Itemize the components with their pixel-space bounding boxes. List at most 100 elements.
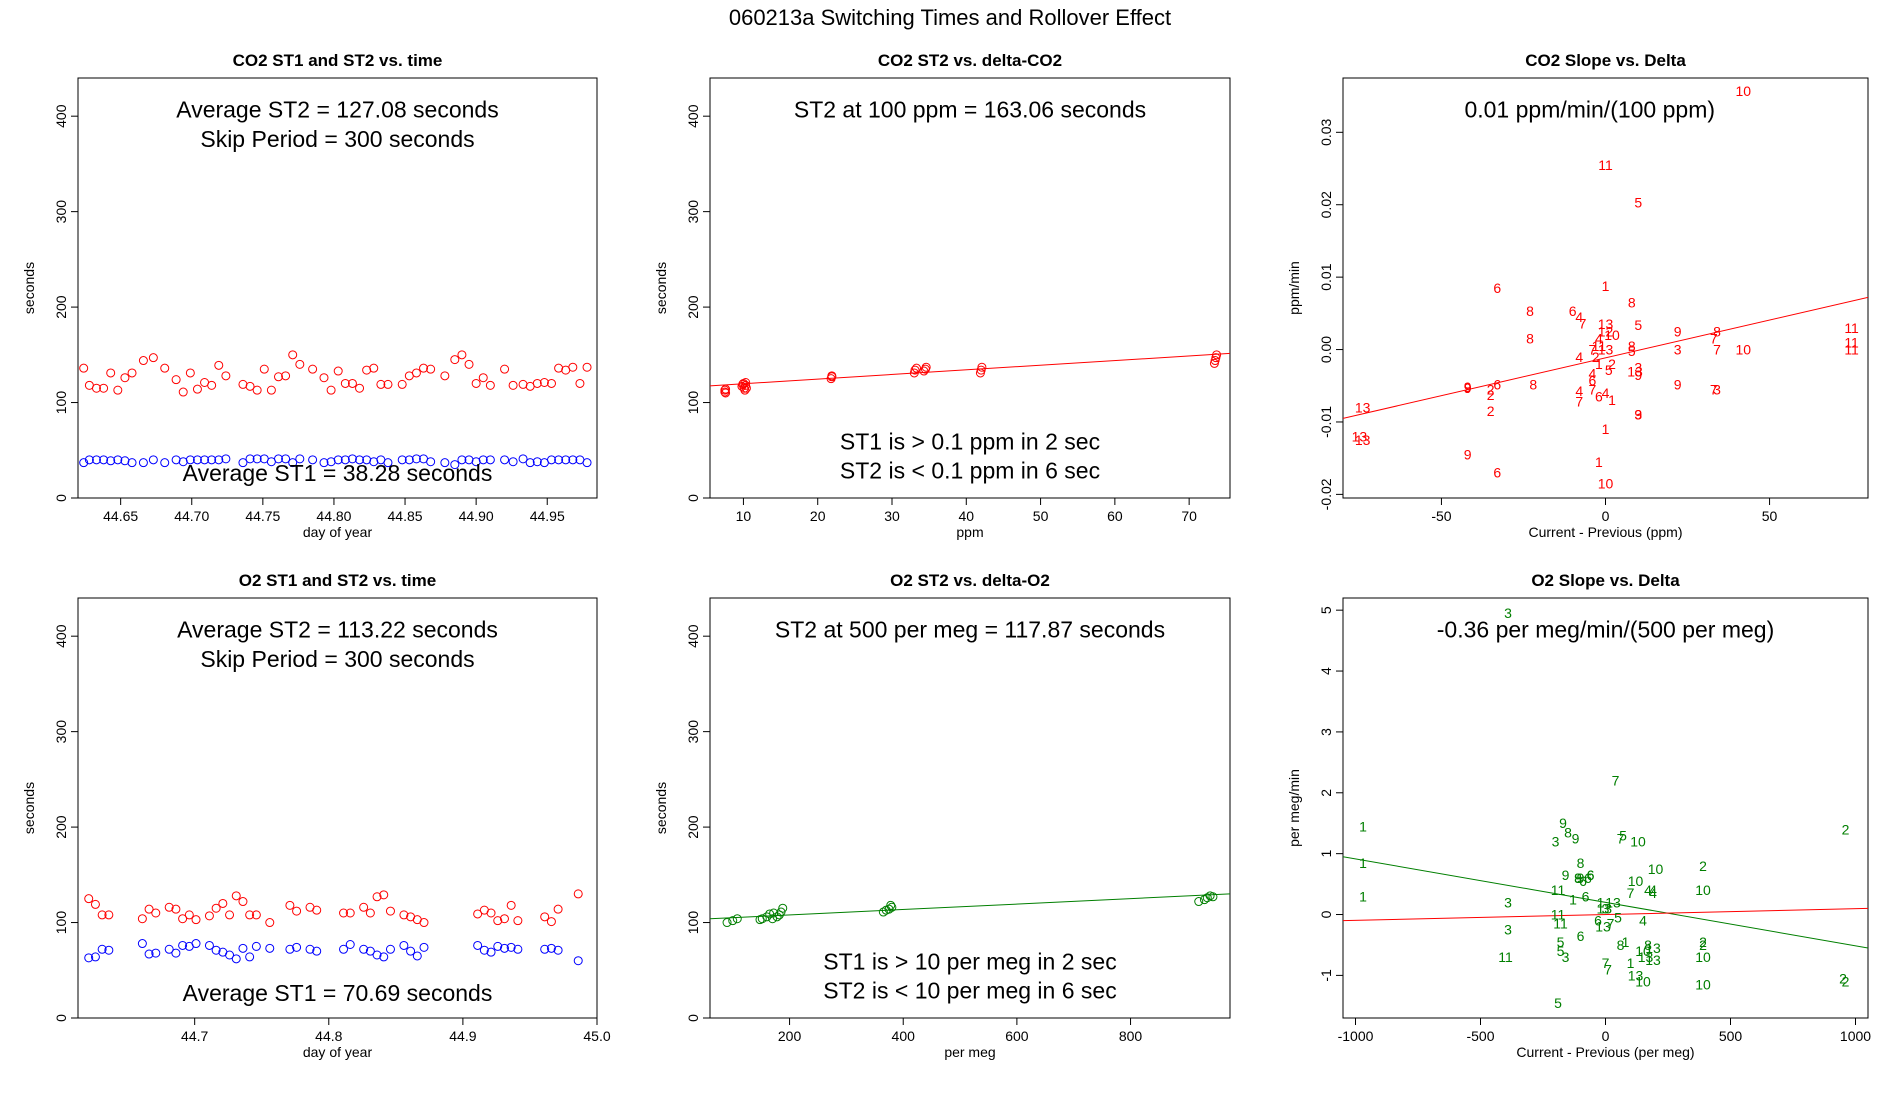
data-point xyxy=(379,890,389,900)
x-tick-label: 0 xyxy=(1602,508,1610,524)
x-tick-label: 60 xyxy=(1107,508,1123,524)
data-point xyxy=(192,384,202,394)
annotation: 0.01 ppm/min/(100 ppm) xyxy=(1464,97,1715,123)
data-label: 9 xyxy=(1674,323,1682,339)
data-point xyxy=(493,941,503,951)
annotation: ST2 is < 10 per meg in 6 sec xyxy=(823,978,1116,1004)
panel-p6: O2 Slope vs. Delta -1000 -500 0 500 1000 -1 0 1 2… xyxy=(1286,571,1871,1060)
data-point xyxy=(120,373,130,383)
y-axis-label: seconds xyxy=(653,782,669,834)
data-point xyxy=(554,363,564,373)
data-point xyxy=(295,454,305,464)
data-label: 8 xyxy=(1564,824,1572,840)
y-tick-label: -1 xyxy=(1318,969,1334,982)
data-label: 5 xyxy=(1628,343,1636,359)
data-point xyxy=(411,454,421,464)
data-point xyxy=(231,891,241,901)
data-point xyxy=(84,894,94,904)
data-point xyxy=(164,944,174,954)
data-label: 9 xyxy=(1562,867,1570,883)
data-point xyxy=(362,365,372,375)
data-label: 9 xyxy=(1464,379,1472,395)
data-label: 2 xyxy=(1487,403,1495,419)
data-label: 10 xyxy=(1695,949,1711,965)
data-point xyxy=(288,458,298,468)
x-axis-label: ppm xyxy=(956,524,983,540)
data-label: 10 xyxy=(1604,327,1620,343)
data-point xyxy=(218,898,228,908)
data-layer xyxy=(84,889,583,966)
panel-title: CO2 ST1 and ST2 vs. time xyxy=(233,51,443,70)
data-label: 6 xyxy=(1579,873,1587,889)
data-label: 9 xyxy=(1577,870,1585,886)
data-point xyxy=(399,940,409,950)
data-point xyxy=(365,908,375,918)
y-tick-label: 0 xyxy=(685,494,701,502)
data-label: 13 xyxy=(1645,940,1661,956)
data-label: 9 xyxy=(1574,870,1582,886)
data-label: 1 xyxy=(1622,934,1630,950)
data-point xyxy=(379,952,389,962)
data-label: 2 xyxy=(1699,937,1707,953)
data-point xyxy=(185,455,195,465)
data-point xyxy=(164,902,174,912)
data-point xyxy=(90,952,100,962)
data-label: 1 xyxy=(1602,278,1610,294)
data-point xyxy=(532,457,542,467)
data-label: 1 xyxy=(1602,421,1610,437)
data-point xyxy=(471,457,481,467)
y-tick-label: 200 xyxy=(53,295,69,319)
data-label: 6 xyxy=(1569,303,1577,319)
data-label: 10 xyxy=(1648,861,1664,877)
data-point xyxy=(355,383,365,393)
data-point xyxy=(518,454,528,464)
data-layer xyxy=(710,350,1230,398)
data-label: 11 xyxy=(1844,334,1859,350)
data-point xyxy=(479,945,489,955)
data-point xyxy=(359,944,369,954)
x-tick-label: 44.95 xyxy=(530,508,565,524)
data-point xyxy=(762,912,772,922)
data-label: 3 xyxy=(1562,949,1570,965)
data-point xyxy=(204,911,214,921)
data-label: 2 xyxy=(1487,381,1495,397)
data-label: 7 xyxy=(1627,885,1635,901)
y-tick-label: -0.01 xyxy=(1318,406,1334,438)
data-point xyxy=(721,388,731,398)
data-point xyxy=(513,944,523,954)
data-point xyxy=(207,380,217,390)
data-point xyxy=(333,366,343,376)
data-label: 6 xyxy=(1577,928,1585,944)
data-point xyxy=(178,940,188,950)
data-point xyxy=(419,918,429,928)
data-point xyxy=(97,910,107,920)
data-label: 3 xyxy=(1504,605,1512,621)
data-point xyxy=(457,350,467,360)
data-point xyxy=(319,373,329,383)
x-tick-label: 600 xyxy=(1005,1028,1029,1044)
data-label: 11 xyxy=(1553,916,1568,932)
data-point xyxy=(741,383,751,393)
data-point xyxy=(305,944,315,954)
data-point xyxy=(178,387,188,397)
data-label: 6 xyxy=(1587,867,1595,883)
data-label: 9 xyxy=(1674,376,1682,392)
data-point xyxy=(478,373,488,383)
data-label: 6 xyxy=(1493,280,1501,296)
data-point xyxy=(561,455,571,465)
data-label: 5 xyxy=(1557,943,1565,959)
data-point xyxy=(1199,895,1209,905)
data-point xyxy=(499,943,509,953)
data-point xyxy=(546,455,556,465)
data-point xyxy=(508,380,518,390)
data-point xyxy=(546,378,556,388)
x-tick-label: 400 xyxy=(892,1028,916,1044)
y-tick-label: 400 xyxy=(685,104,701,128)
data-point xyxy=(285,900,295,910)
data-label: 8 xyxy=(1574,870,1582,886)
data-point xyxy=(404,455,414,465)
data-label: 5 xyxy=(1634,195,1642,211)
data-point xyxy=(383,458,393,468)
plot-frame xyxy=(709,77,1231,499)
data-point xyxy=(211,945,221,955)
